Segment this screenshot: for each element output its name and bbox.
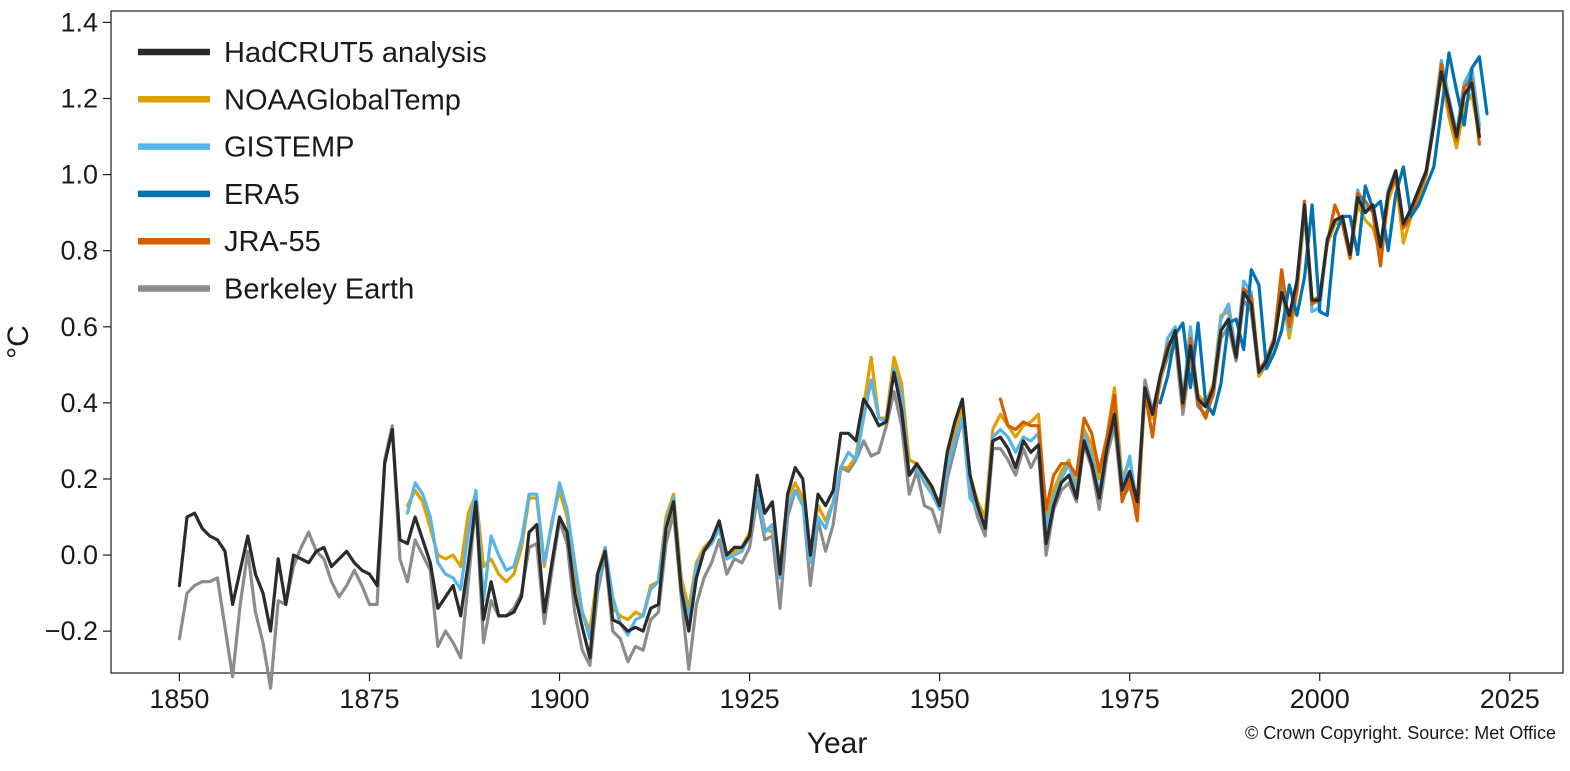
legend: HadCRUT5 analysis NOAAGlobalTemp GISTEMP ER… — [138, 37, 487, 306]
series-line-jra-55 — [998, 62, 1482, 523]
x-axis-title: Year — [807, 727, 868, 760]
y-tick-label: 1.2 — [60, 84, 98, 114]
x-tick-label: 1950 — [910, 684, 970, 714]
y-tick-label: 0.2 — [60, 464, 98, 494]
legend-label-noaaglobaltemp: NOAAGlobalTemp — [224, 84, 461, 116]
y-tick-label: 0.0 — [60, 540, 98, 570]
x-tick-label: 1875 — [339, 684, 399, 714]
series-line-hadcrut5-analysis — [177, 70, 1482, 660]
legend-label-berkeley-earth: Berkeley Earth — [224, 274, 414, 306]
credit-text: © Crown Copyright. Source: Met Office — [1245, 723, 1556, 743]
series-line-berkeley-earth — [177, 66, 1482, 690]
y-tick-label: 0.8 — [60, 236, 98, 266]
series-lines — [177, 51, 1489, 690]
legend-label-hadcrut5-analysis: HadCRUT5 analysis — [224, 37, 487, 69]
plot-frame — [110, 10, 1564, 674]
x-tick-label: 1975 — [1100, 684, 1160, 714]
x-tick-label: 1900 — [529, 684, 589, 714]
y-tick-label: −0.2 — [45, 616, 98, 646]
x-tick-label: 2025 — [1480, 684, 1540, 714]
x-axis: 1850 1875 1900 1925 1950 1975 2000 2025 — [149, 673, 1540, 714]
x-tick-label: 2000 — [1290, 684, 1350, 714]
y-axis: −0.2 0.0 0.2 0.4 0.6 0.8 1.0 1.2 1.4 — [45, 7, 111, 646]
legend-label-gistemp: GISTEMP — [224, 132, 355, 164]
y-tick-label: 1.4 — [60, 7, 98, 37]
legend-label-jra-55: JRA-55 — [224, 226, 321, 258]
y-tick-label: 1.0 — [60, 160, 98, 190]
y-tick-label: 0.4 — [60, 388, 98, 418]
x-tick-label: 1850 — [149, 684, 209, 714]
x-tick-label: 1925 — [720, 684, 780, 714]
y-tick-label: 0.6 — [60, 312, 98, 342]
series-line-era5 — [1158, 51, 1489, 416]
legend-label-era5: ERA5 — [224, 179, 300, 211]
y-axis-title: °C — [2, 325, 35, 359]
